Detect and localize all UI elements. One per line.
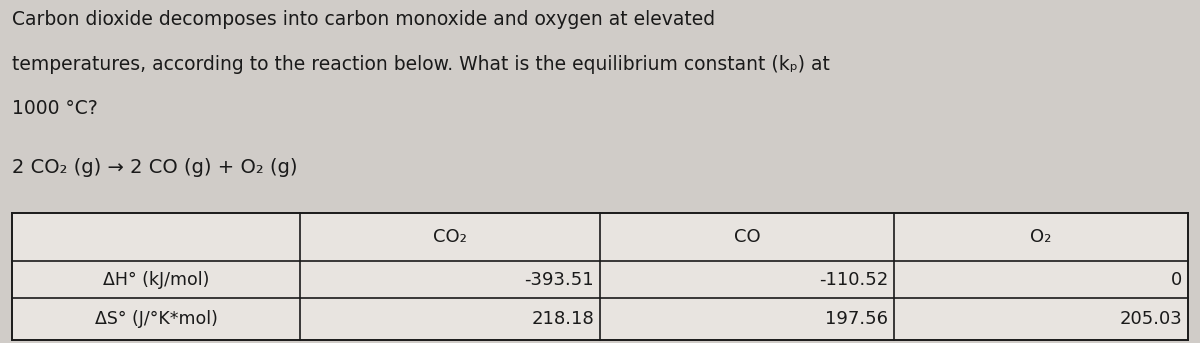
Text: Carbon dioxide decomposes into carbon monoxide and oxygen at elevated: Carbon dioxide decomposes into carbon mo… <box>12 10 715 29</box>
Text: O₂: O₂ <box>1031 228 1051 246</box>
Text: ΔH° (kJ/mol): ΔH° (kJ/mol) <box>103 271 209 288</box>
Text: -110.52: -110.52 <box>818 271 888 288</box>
Text: 0: 0 <box>1171 271 1182 288</box>
Text: 205.03: 205.03 <box>1120 310 1182 328</box>
Text: -393.51: -393.51 <box>524 271 594 288</box>
Text: 1000 °C?: 1000 °C? <box>12 99 97 118</box>
Text: 197.56: 197.56 <box>826 310 888 328</box>
FancyBboxPatch shape <box>12 213 1188 340</box>
Text: CO₂: CO₂ <box>433 228 467 246</box>
Text: ΔS° (J/°K*mol): ΔS° (J/°K*mol) <box>95 310 217 328</box>
Text: CO: CO <box>733 228 761 246</box>
Text: temperatures, according to the reaction below. What is the equilibrium constant : temperatures, according to the reaction … <box>12 55 830 74</box>
Text: 218.18: 218.18 <box>532 310 594 328</box>
Text: 2 CO₂ (g) → 2 CO (g) + O₂ (g): 2 CO₂ (g) → 2 CO (g) + O₂ (g) <box>12 158 298 177</box>
